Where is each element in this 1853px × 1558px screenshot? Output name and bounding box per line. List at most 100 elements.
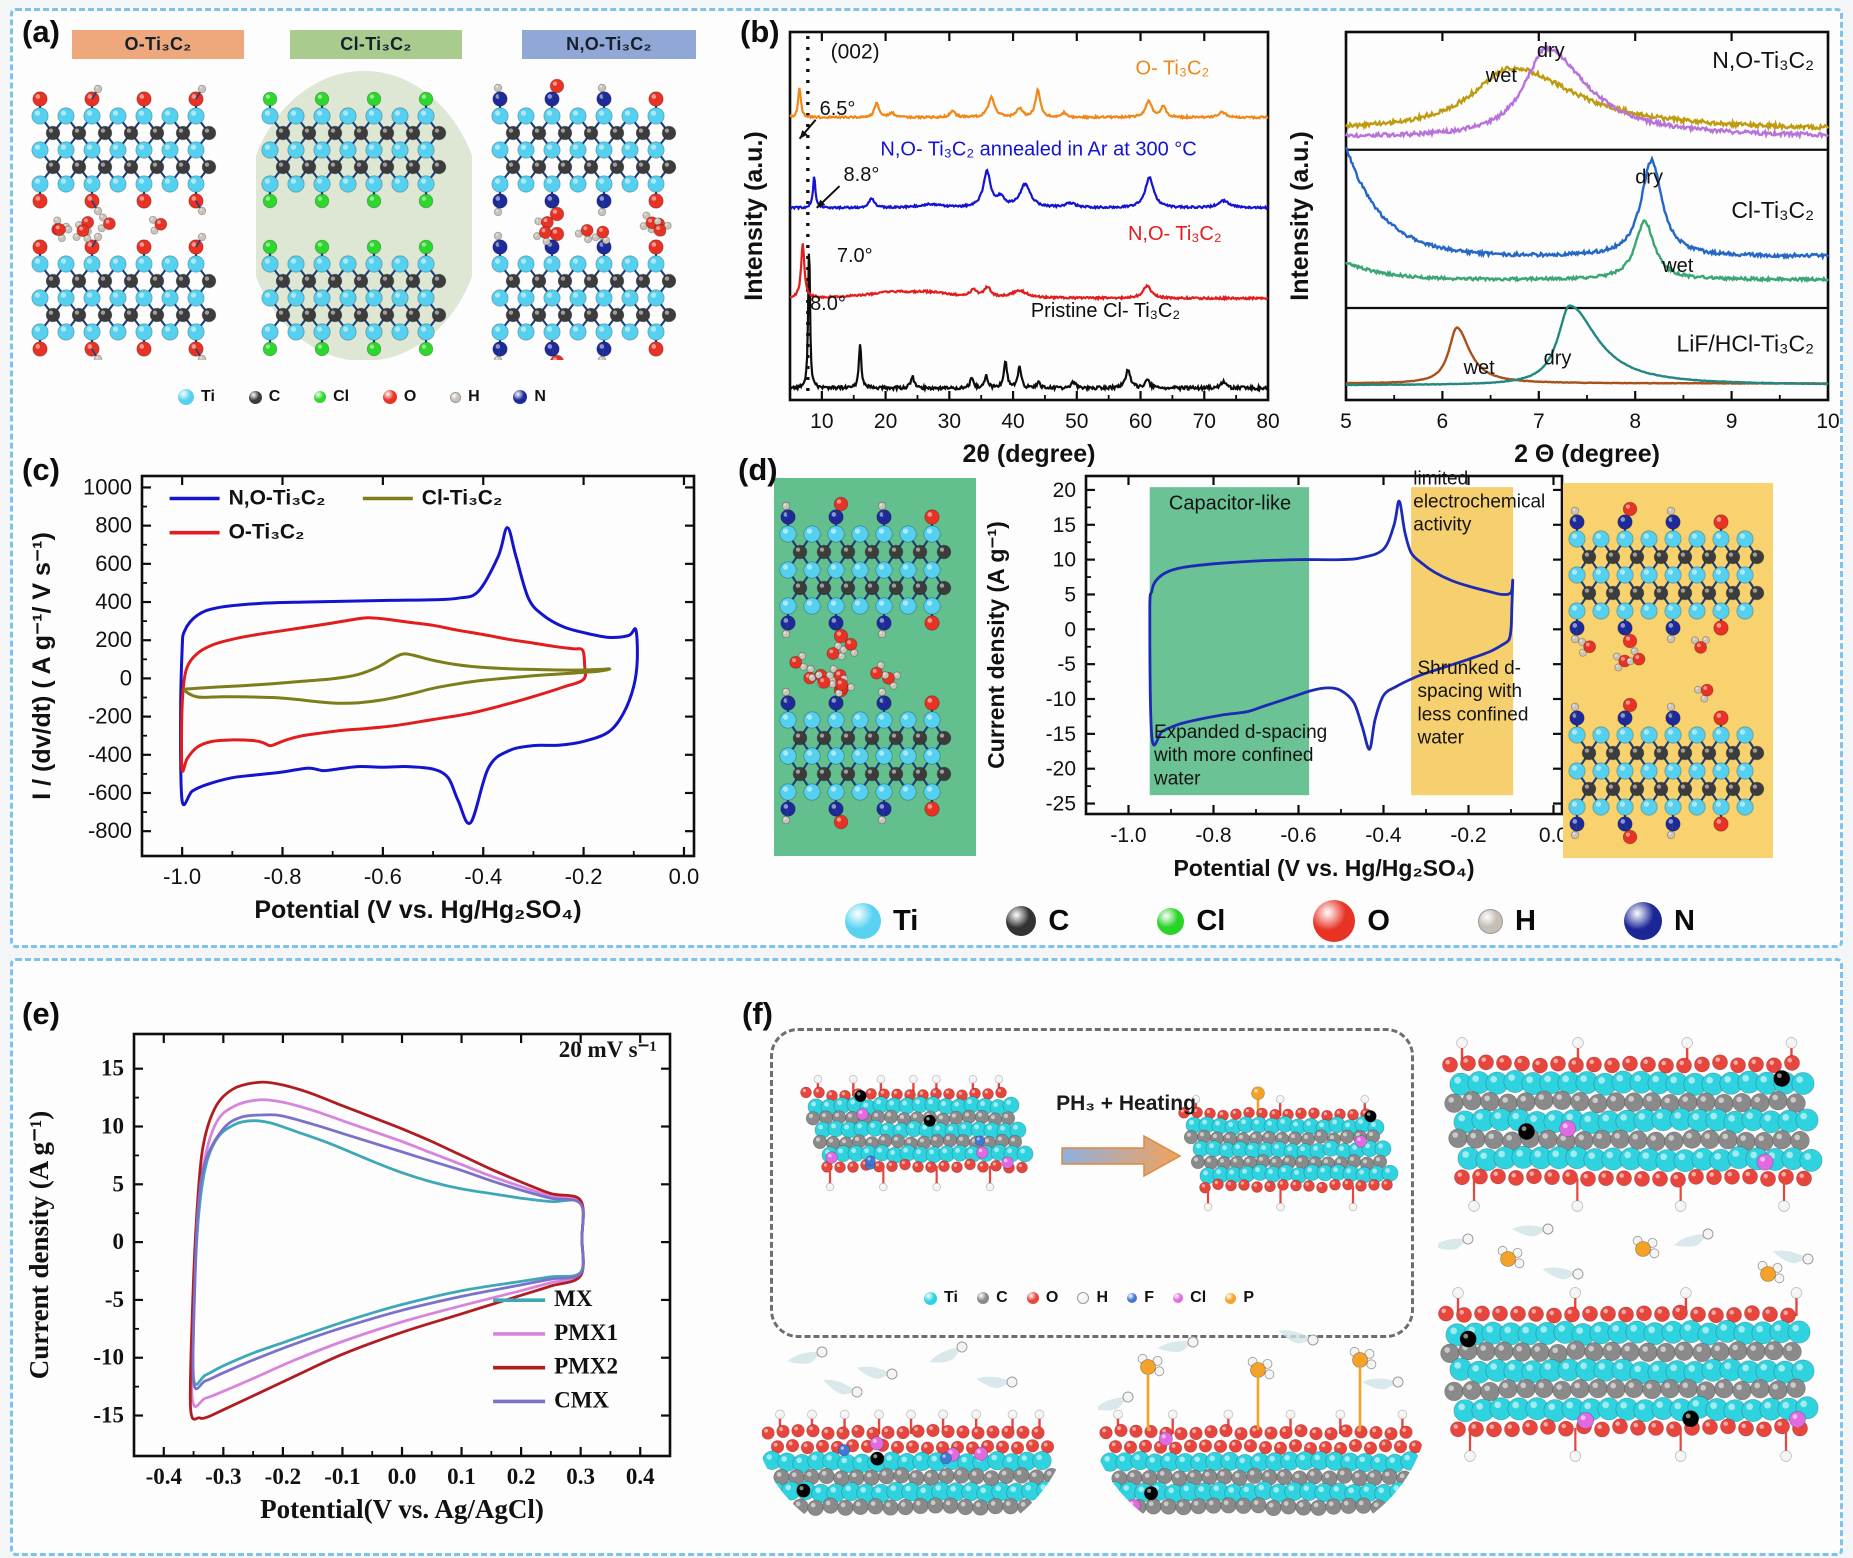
band-title: Cl-Ti₃C₂ [1731, 197, 1814, 223]
atom-legend-N: N [513, 388, 546, 406]
xrd-trace-3 [789, 87, 1269, 121]
legend-label: H [1096, 1289, 1109, 1306]
legend-label: Ti [201, 388, 215, 405]
cv-loop-CMX [191, 1113, 585, 1391]
x-tick-label: -0.1 [324, 1464, 360, 1489]
x-tick-label: -0.2 [565, 864, 603, 889]
annotation-text: limited [1413, 468, 1468, 489]
xrd-trace-0 [790, 253, 1270, 393]
y-tick-label: 400 [95, 589, 132, 614]
legend-label: H [468, 388, 480, 405]
legend-label: CMX [554, 1387, 609, 1412]
o-atom-icon [1313, 900, 1356, 942]
annotation-text: activity [1413, 515, 1472, 536]
y-axis-label: Current density (A g⁻¹) [24, 1111, 54, 1380]
cv-c: -1.0 -0.8 -0.6 -0.4 -0.2 0.0 Potential (V vs. … [28, 474, 699, 924]
x-tick-label: 20 [874, 410, 897, 433]
y-tick-label: -10 [1046, 688, 1076, 711]
peak-annotation: 8.8° [844, 164, 880, 186]
peak-annotation: 8.0° [810, 293, 846, 315]
slab-before-reaction [788, 1052, 1040, 1277]
plot-frame [788, 30, 1270, 402]
y-tick-label: 800 [95, 513, 132, 538]
plot-frame [140, 474, 696, 858]
panel-f-label: (f) [742, 996, 773, 1031]
x-tick-label: -0.8 [1195, 824, 1231, 847]
slab-after-reaction [1168, 1068, 1400, 1278]
legend-label: Cl [1196, 904, 1226, 937]
legend-label: PMX1 [554, 1320, 618, 1345]
x-tick-label: 10 [810, 410, 833, 433]
annotation-text: with more confined [1153, 745, 1313, 766]
xrd-trace-1 [789, 243, 1269, 302]
x-tick-label: 30 [938, 410, 961, 433]
panel-a-header-O: O-Ti₃C₂ [72, 30, 244, 59]
x-tick-label: -0.4 [1365, 824, 1402, 847]
x-tick-label: 0.3 [566, 1464, 595, 1489]
cv-comparison-chart: -1.0 -0.8 -0.6 -0.4 -0.2 0.0 Potential (V vs. … [24, 460, 712, 942]
h-atom-icon [450, 391, 462, 403]
legend-label: C [1048, 904, 1070, 937]
panel-a-label: (a) [22, 14, 60, 49]
y-axis-label: Intensity (a.u.) [744, 131, 768, 300]
wet-dry-label: wet [1661, 255, 1694, 277]
x-tick-label: 40 [1001, 410, 1024, 433]
cv-loop-N,O-Ti₃C₂ CV [1148, 499, 1515, 751]
xrd-trace-2 [790, 168, 1269, 211]
xrd-trace-label: N,O- Ti₃C₂ annealed in Ar at 300 °C [880, 138, 1196, 160]
annotation-text: water [1417, 727, 1465, 748]
panel-d-label: (d) [738, 452, 778, 487]
y-tick-label: -5 [1057, 653, 1076, 676]
structure-O-Ti3C2 [26, 64, 248, 360]
molecular-lattice [1563, 483, 1773, 858]
x-tick-label: -0.8 [264, 864, 302, 889]
x-tick-label: 8 [1629, 410, 1641, 433]
y-tick-label: 15 [1053, 514, 1076, 537]
cv-loop-O-Ti₃C₂ [179, 616, 588, 773]
shrunk-structure-panel [1563, 483, 1773, 858]
atom-legend-large-O: O [1313, 900, 1390, 942]
y-tick-label: 10 [1053, 549, 1076, 572]
p-atom-icon [1225, 1292, 1237, 1304]
y-tick-label: 20 [1053, 479, 1076, 502]
annotation-text: less confined [1418, 704, 1529, 725]
wet-dry-label: dry [1537, 40, 1565, 62]
band-title: N,O-Ti₃C₂ [1712, 47, 1814, 73]
y-tick-label: 1000 [83, 474, 132, 499]
y-tick-label: 10 [101, 1113, 124, 1138]
y-tick-label: -800 [88, 818, 132, 843]
y-tick-label: 600 [95, 551, 132, 576]
annotation-text: Capacitor-like [1169, 492, 1291, 514]
xrd-002-peak-chart: 5 6 7 8 9 10 2 Θ (degree) Intensity (a.u.) wet dr… [1288, 18, 1842, 472]
x-axis-label: Potential(V vs. Ag/AgCl) [260, 1494, 544, 1524]
peak-annotation: 7.0° [837, 245, 873, 267]
y-tick-label: -15 [93, 1403, 124, 1428]
x-tick-label: 60 [1129, 410, 1152, 433]
x-tick-label: -0.4 [464, 864, 502, 889]
x-axis-label: 2 Θ (degree) [1514, 440, 1660, 468]
legend-label: H [1515, 904, 1536, 937]
cv-loop-MX [191, 1119, 585, 1386]
legend-label: O-Ti₃C₂ [229, 521, 305, 544]
plot-frame [1084, 474, 1564, 816]
atom-legend-large-N: N [1624, 902, 1695, 940]
panel-a-header-Cl: Cl-Ti₃C₂ [290, 30, 462, 59]
y-tick-label: 5 [113, 1171, 125, 1196]
f-atom-legend-C: C [977, 1289, 1008, 1307]
x-tick-label: 10 [1816, 410, 1839, 433]
c-atom-icon [248, 390, 262, 404]
layered-right [1438, 1037, 1823, 1462]
cv-loop-Cl-Ti₃C₂ [183, 652, 612, 705]
wet-dry-label: wet [1485, 65, 1518, 87]
y-tick-label: 15 [101, 1056, 124, 1081]
molecular-lattice [491, 78, 677, 360]
legend-label: C [996, 1289, 1008, 1306]
legend-label: N [534, 388, 546, 405]
peak-annotation: (002) [831, 40, 880, 63]
x-tick-label: 80 [1256, 410, 1279, 433]
panel-a-header-NO: N,O-Ti₃C₂ [522, 30, 696, 59]
molecular-lattice [256, 71, 472, 360]
band-1-trace-wet [1345, 219, 1829, 284]
x-tick-label: 6 [1437, 410, 1449, 433]
